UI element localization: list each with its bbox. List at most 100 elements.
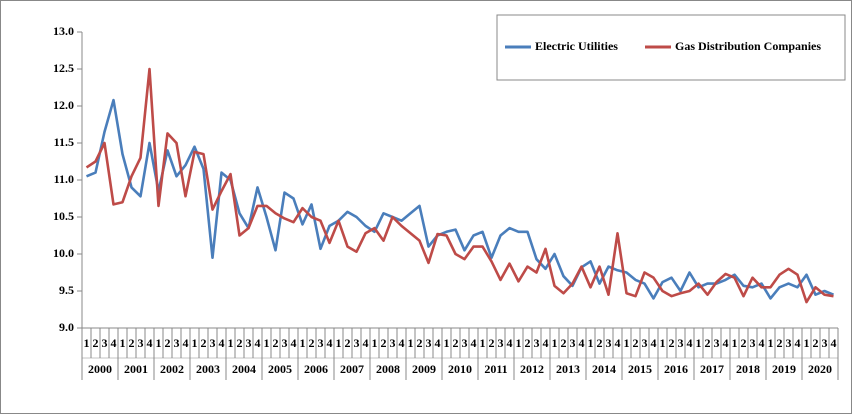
x-tick-label: 2 <box>309 336 315 350</box>
x-group-label: 2012 <box>520 362 544 376</box>
x-tick-label: 1 <box>192 336 198 350</box>
x-group-label: 2015 <box>628 362 652 376</box>
x-tick-label: 1 <box>84 336 90 350</box>
x-group-label: 2008 <box>376 362 400 376</box>
x-tick-label: 4 <box>363 336 369 350</box>
x-tick-label: 1 <box>156 336 162 350</box>
x-tick-label: 4 <box>327 336 333 350</box>
series-line <box>85 67 834 304</box>
x-tick-label: 3 <box>102 336 108 350</box>
x-tick-label: 1 <box>732 336 738 350</box>
x-tick-label: 4 <box>399 336 405 350</box>
x-tick-label: 2 <box>597 336 603 350</box>
x-tick-label: 2 <box>777 336 783 350</box>
x-tick-label: 1 <box>336 336 342 350</box>
y-tick-label: 10.5 <box>53 209 74 223</box>
x-group-label: 2014 <box>592 362 616 376</box>
x-group-label: 2019 <box>772 362 796 376</box>
y-tick-label: 12.5 <box>53 61 74 75</box>
x-tick-label: 2 <box>705 336 711 350</box>
x-tick-label: 4 <box>723 336 729 350</box>
x-tick-label: 1 <box>552 336 558 350</box>
x-tick-label: 4 <box>255 336 261 350</box>
x-tick-label: 3 <box>318 336 324 350</box>
x-group-label: 2003 <box>196 362 220 376</box>
x-tick-label: 2 <box>669 336 675 350</box>
y-tick-label: 12.0 <box>53 98 74 112</box>
x-tick-label: 4 <box>759 336 765 350</box>
x-tick-label: 1 <box>228 336 234 350</box>
x-tick-label: 3 <box>426 336 432 350</box>
x-tick-label: 4 <box>147 336 153 350</box>
x-tick-label: 1 <box>480 336 486 350</box>
x-tick-label: 2 <box>273 336 279 350</box>
x-group-label: 2018 <box>736 362 760 376</box>
x-tick-label: 3 <box>390 336 396 350</box>
x-tick-label: 4 <box>111 336 117 350</box>
x-tick-label: 4 <box>831 336 837 350</box>
x-tick-label: 3 <box>642 336 648 350</box>
x-tick-label: 2 <box>129 336 135 350</box>
series-line <box>86 98 834 300</box>
x-tick-label: 3 <box>606 336 612 350</box>
x-tick-label: 4 <box>615 336 621 350</box>
x-tick-label: 1 <box>696 336 702 350</box>
x-group-label: 2000 <box>88 362 112 376</box>
x-tick-label: 2 <box>453 336 459 350</box>
x-tick-label: 4 <box>687 336 693 350</box>
x-tick-label: 3 <box>210 336 216 350</box>
x-tick-label: 3 <box>714 336 720 350</box>
x-tick-label: 4 <box>471 336 477 350</box>
x-tick-label: 1 <box>660 336 666 350</box>
x-tick-label: 3 <box>354 336 360 350</box>
x-tick-label: 4 <box>291 336 297 350</box>
x-tick-label: 3 <box>678 336 684 350</box>
x-group-label: 2011 <box>484 362 507 376</box>
x-tick-label: 3 <box>498 336 504 350</box>
x-tick-label: 1 <box>264 336 270 350</box>
x-group-label: 2001 <box>124 362 148 376</box>
x-tick-label: 4 <box>183 336 189 350</box>
x-group-label: 2010 <box>448 362 472 376</box>
x-tick-label: 1 <box>804 336 810 350</box>
x-tick-label: 2 <box>417 336 423 350</box>
x-tick-label: 4 <box>795 336 801 350</box>
x-tick-label: 2 <box>237 336 243 350</box>
x-tick-label: 1 <box>768 336 774 350</box>
x-tick-label: 2 <box>489 336 495 350</box>
x-tick-label: 4 <box>507 336 513 350</box>
x-tick-label: 2 <box>165 336 171 350</box>
x-tick-label: 1 <box>120 336 126 350</box>
x-group-label: 2005 <box>268 362 292 376</box>
x-tick-label: 3 <box>282 336 288 350</box>
x-group-label: 2007 <box>340 362 364 376</box>
x-tick-label: 1 <box>588 336 594 350</box>
x-tick-label: 2 <box>525 336 531 350</box>
x-tick-label: 2 <box>381 336 387 350</box>
x-tick-label: 3 <box>750 336 756 350</box>
x-group-label: 2016 <box>664 362 688 376</box>
x-group-label: 2020 <box>808 362 832 376</box>
y-tick-label: 11.0 <box>54 172 74 186</box>
y-tick-label: 9.5 <box>59 283 74 297</box>
x-tick-label: 1 <box>444 336 450 350</box>
x-tick-label: 2 <box>633 336 639 350</box>
x-tick-label: 3 <box>786 336 792 350</box>
x-tick-label: 4 <box>651 336 657 350</box>
y-tick-label: 13.0 <box>53 24 74 38</box>
x-tick-label: 3 <box>570 336 576 350</box>
y-tick-label: 9.0 <box>59 320 74 334</box>
x-tick-label: 1 <box>372 336 378 350</box>
x-tick-label: 1 <box>624 336 630 350</box>
x-group-label: 2013 <box>556 362 580 376</box>
x-tick-label: 3 <box>822 336 828 350</box>
y-tick-label: 10.0 <box>53 246 74 260</box>
x-group-label: 2009 <box>412 362 436 376</box>
x-tick-label: 2 <box>201 336 207 350</box>
x-tick-label: 4 <box>543 336 549 350</box>
x-tick-label: 3 <box>534 336 540 350</box>
y-tick-label: 11.5 <box>54 135 74 149</box>
x-tick-label: 4 <box>435 336 441 350</box>
